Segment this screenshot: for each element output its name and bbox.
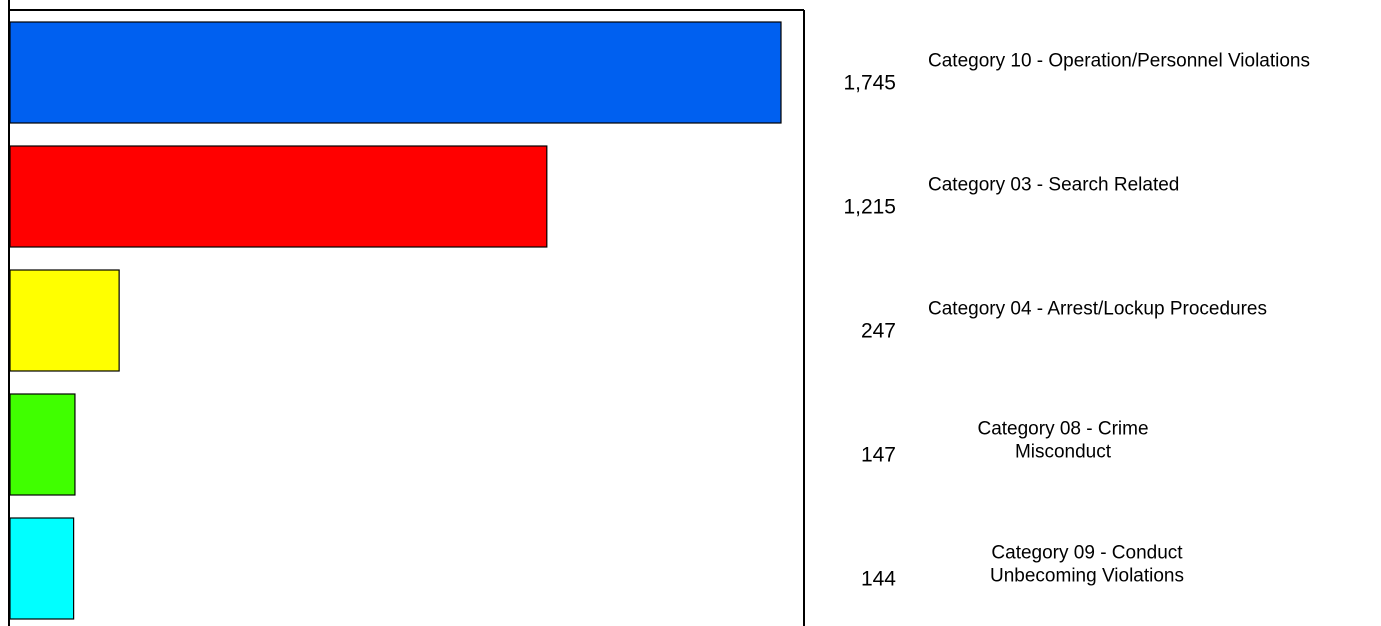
category-label-group: Category 10 - Operation/Personnel Violat… bbox=[928, 51, 1310, 587]
category-label-4: Category 08 - Crime Misconduct bbox=[977, 419, 1148, 463]
value-label-4: 147 bbox=[861, 444, 896, 467]
category-label-5-line-1: Category 09 - Conduct bbox=[991, 543, 1183, 564]
value-label-1: 1,745 bbox=[843, 72, 896, 95]
category-label-3: Category 04 - Arrest/Lockup Procedures bbox=[928, 299, 1267, 320]
bar-5 bbox=[9, 517, 75, 620]
category-label-4-line-2: Misconduct bbox=[1015, 442, 1112, 463]
category-label-5-line-2: Unbecoming Violations bbox=[990, 566, 1184, 587]
plot-frame bbox=[8, 0, 805, 626]
category-label-5: Category 09 - Conduct Unbecoming Violatio… bbox=[990, 543, 1184, 587]
value-label-2: 1,215 bbox=[843, 196, 896, 219]
value-label-3: 247 bbox=[861, 320, 896, 343]
category-label-1: Category 10 - Operation/Personnel Violat… bbox=[928, 51, 1310, 72]
category-label-2: Category 03 - Search Related bbox=[928, 175, 1179, 196]
bar-3 bbox=[9, 269, 120, 372]
value-label-group: 1,745 1,215 247 147 144 bbox=[843, 72, 896, 591]
value-label-5: 144 bbox=[861, 568, 896, 591]
bar-1 bbox=[9, 21, 782, 124]
bar-4 bbox=[9, 393, 76, 496]
category-label-4-line-1: Category 08 - Crime bbox=[977, 419, 1148, 440]
bar-group bbox=[9, 21, 782, 620]
bar-2 bbox=[9, 145, 548, 248]
